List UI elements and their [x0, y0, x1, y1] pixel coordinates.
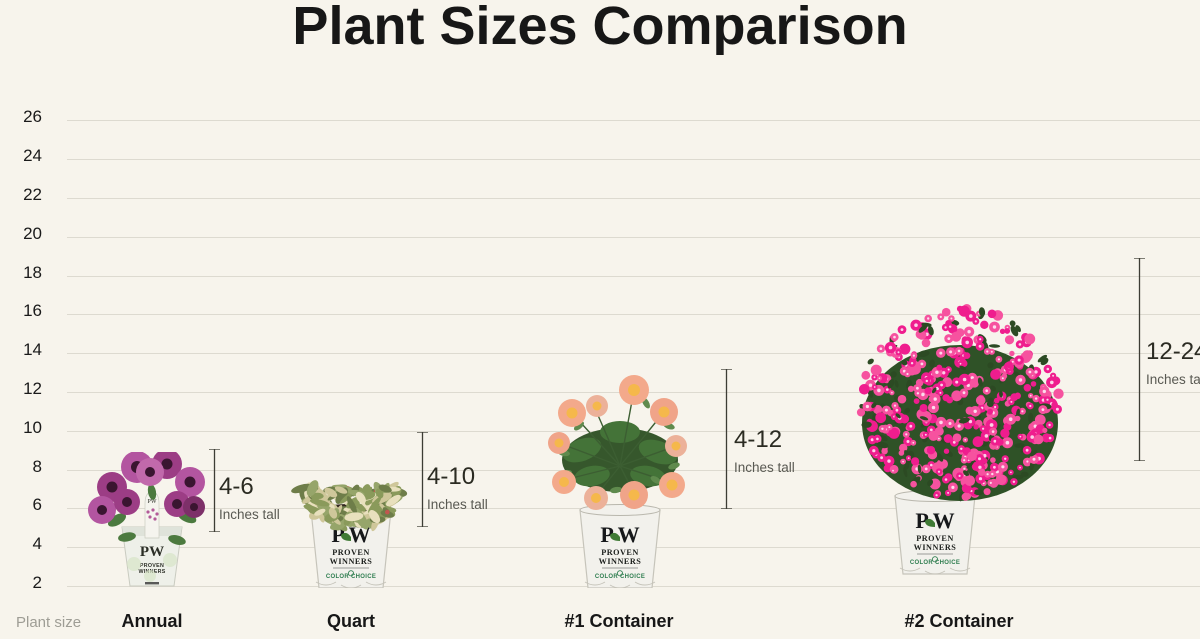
- svg-text:PW: PW: [140, 544, 164, 560]
- svg-text:PW: PW: [148, 499, 157, 505]
